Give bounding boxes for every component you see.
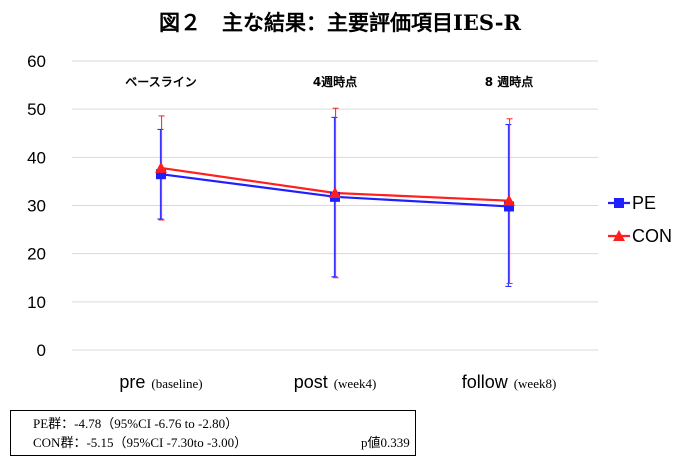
pe-legend-label: PE bbox=[632, 193, 656, 213]
pe-legend-marker bbox=[614, 198, 624, 208]
x-tick-main: pre bbox=[119, 372, 145, 392]
con-legend-label: CON bbox=[632, 226, 672, 246]
con-group-stat: CON群：-5.15（95%CI -7.30to -3.00） bbox=[33, 435, 248, 450]
y-tick-label: 10 bbox=[27, 293, 46, 312]
pe-group-stat: PE群：-4.78（95%CI -6.76 to -2.80） bbox=[33, 416, 239, 431]
con-point bbox=[503, 194, 515, 206]
x-tick-label: post (week4) bbox=[294, 372, 377, 392]
y-axis-ticks: 0 10 20 30 40 50 60 bbox=[27, 52, 46, 360]
y-tick-label: 60 bbox=[27, 52, 46, 71]
con-point bbox=[329, 186, 341, 198]
y-tick-label: 50 bbox=[27, 100, 46, 119]
grid-lines bbox=[72, 60, 598, 351]
x-tick-label: follow (week8) bbox=[462, 372, 557, 392]
y-tick-label: 20 bbox=[27, 245, 46, 264]
x-tick-sub: (baseline) bbox=[151, 376, 202, 391]
category-annotations: ベースライン 4週時点 8 週時点 bbox=[125, 74, 533, 89]
category-annotation: 8 週時点 bbox=[485, 74, 534, 89]
x-tick-label: pre (baseline) bbox=[119, 372, 202, 392]
y-tick-label: 40 bbox=[27, 148, 46, 167]
x-tick-main: follow bbox=[462, 372, 509, 392]
y-tick-label: 0 bbox=[37, 341, 46, 360]
category-annotation: ベースライン bbox=[125, 75, 196, 89]
series-markers bbox=[155, 161, 515, 212]
category-annotation: 4週時点 bbox=[313, 74, 357, 89]
x-tick-sub: (week4) bbox=[334, 376, 377, 391]
x-axis-labels: pre (baseline) post (week4) follow (week8) bbox=[119, 372, 556, 392]
pe-point bbox=[504, 201, 514, 212]
legend: PE CON bbox=[608, 193, 672, 246]
x-tick-main: post bbox=[294, 372, 328, 392]
p-value: p値0.339 bbox=[361, 435, 410, 450]
con-legend-marker bbox=[613, 230, 625, 241]
con-point bbox=[155, 161, 167, 173]
y-tick-label: 30 bbox=[27, 197, 46, 216]
chart-title: 図２ 主な結果：主要評価項目IES-R bbox=[159, 10, 521, 35]
statistics-note-box: PE群：-4.78（95%CI -6.76 to -2.80） CON群：-5.… bbox=[10, 410, 416, 456]
pe-point bbox=[156, 169, 166, 180]
x-tick-sub: (week8) bbox=[514, 376, 557, 391]
